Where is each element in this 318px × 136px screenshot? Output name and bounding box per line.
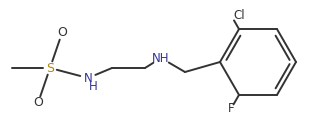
Text: H: H (89, 81, 97, 94)
Text: N: N (84, 72, 92, 84)
Text: Cl: Cl (233, 9, 245, 22)
Text: O: O (33, 97, 43, 109)
Text: S: S (46, 61, 54, 75)
Text: O: O (57, 27, 67, 39)
Text: F: F (228, 102, 234, 115)
Text: NH: NH (152, 52, 170, 64)
